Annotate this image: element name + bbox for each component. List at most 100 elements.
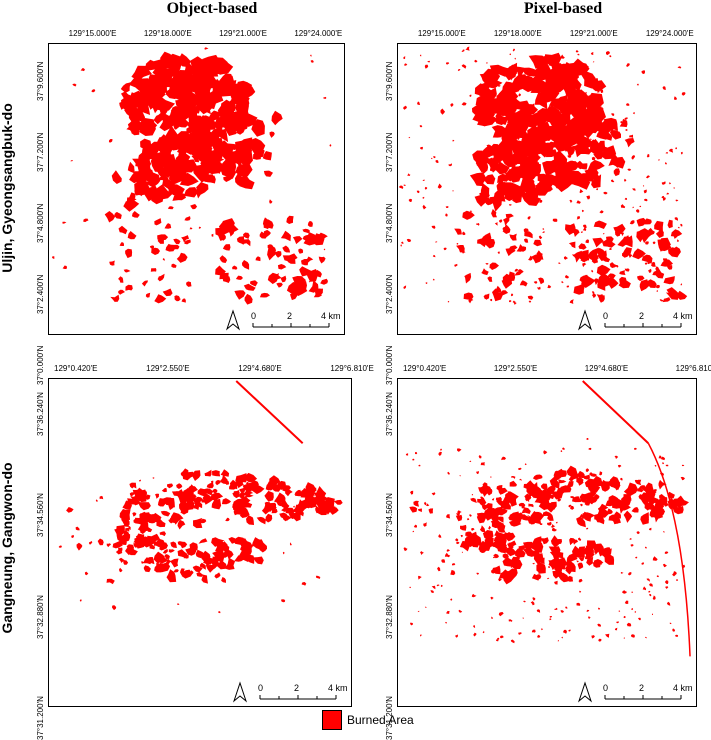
burned-patch	[230, 85, 245, 103]
burned-speck	[479, 177, 483, 182]
burned-speck	[139, 126, 141, 129]
scale-label: 4 km	[673, 683, 693, 693]
burned-speck	[503, 96, 509, 100]
burned-speck	[548, 566, 551, 568]
burned-speck	[588, 447, 592, 450]
burned-patch	[631, 507, 639, 513]
burned-patch	[201, 499, 208, 504]
burned-patch	[602, 119, 614, 131]
burned-speck	[565, 606, 568, 609]
burned-speck	[584, 91, 587, 95]
burned-patch	[528, 78, 542, 90]
burned-patch	[128, 108, 143, 127]
burned-patch	[190, 204, 198, 210]
burned-patch	[609, 262, 618, 268]
burned-speck	[579, 189, 584, 194]
burned-speck	[507, 491, 512, 495]
map-panel-gangneung-pixel: 129°0.420'E 129°2.550'E 129°4.680'E 129°6.8…	[377, 364, 711, 740]
burned-patch	[556, 111, 572, 128]
burned-patch	[563, 83, 576, 99]
burned-speck	[436, 584, 440, 587]
burned-speck	[505, 559, 509, 562]
burned-patch	[215, 226, 231, 238]
burned-speck	[570, 496, 575, 499]
burned-patch	[455, 514, 463, 522]
burned-speck	[475, 543, 479, 548]
burned-patch	[143, 170, 151, 177]
burned-patch	[177, 145, 189, 155]
burned-patch	[550, 489, 563, 500]
burned-patch	[106, 578, 115, 585]
burned-patch	[524, 231, 533, 239]
burned-patch	[489, 81, 498, 89]
burned-speck	[554, 580, 558, 585]
burned-speck	[533, 200, 539, 205]
burned-patch	[286, 282, 301, 295]
burned-patch	[584, 554, 592, 561]
burned-speck	[547, 521, 552, 526]
burned-patch	[583, 474, 590, 480]
burned-patch	[183, 187, 199, 198]
burned-patch	[423, 522, 427, 527]
latitude-tick-label: 37°31.200'N	[36, 696, 45, 740]
burned-speck	[625, 128, 628, 132]
burned-patch	[476, 512, 490, 522]
burned-patch	[88, 541, 93, 545]
burned-patch	[667, 265, 673, 270]
burned-speck	[323, 96, 327, 99]
burned-speck	[477, 114, 482, 119]
burned-speck	[631, 608, 634, 611]
burned-patch	[236, 481, 244, 489]
burned-area-map	[52, 47, 332, 305]
burned-speck	[661, 181, 666, 185]
burned-speck	[465, 46, 470, 51]
burned-speck	[665, 586, 669, 589]
burned-patch	[232, 491, 240, 499]
burned-speck	[569, 199, 573, 204]
burned-patch	[145, 292, 151, 298]
burned-patch	[571, 470, 579, 480]
burned-patch	[566, 481, 574, 488]
burned-speck	[95, 499, 98, 502]
burned-patch	[115, 212, 121, 216]
burned-patch	[166, 558, 172, 566]
burned-speck	[644, 198, 648, 202]
burned-speck	[471, 593, 477, 598]
burned-speck	[541, 99, 544, 103]
burned-speck	[669, 622, 672, 625]
burned-speck	[589, 472, 594, 476]
burned-speck	[576, 560, 579, 563]
burned-speck	[406, 238, 412, 242]
burned-speck	[666, 601, 671, 606]
burned-speck	[595, 99, 598, 102]
burned-patch	[467, 540, 477, 547]
burned-speck	[609, 55, 612, 58]
burned-patch	[175, 98, 187, 108]
burned-patch	[503, 217, 510, 226]
burned-speck	[527, 76, 531, 78]
burned-patch	[487, 276, 493, 282]
burned-patch	[181, 298, 186, 303]
burned-speck	[440, 108, 445, 115]
burned-patch	[235, 173, 250, 188]
burned-patch	[261, 504, 274, 515]
burned-speck	[662, 86, 666, 90]
burned-patch	[532, 475, 540, 480]
burned-patch	[671, 232, 678, 239]
burned-patch	[514, 66, 530, 79]
burned-patch	[477, 497, 486, 503]
burned-patch	[658, 497, 668, 506]
burned-speck	[677, 66, 682, 69]
burned-speck	[410, 622, 413, 626]
burned-speck	[641, 562, 644, 565]
burned-patch	[267, 272, 282, 285]
burned-patch	[535, 574, 542, 580]
burned-patch	[155, 167, 170, 178]
burned-patch	[212, 78, 229, 97]
burned-speck	[141, 561, 145, 564]
burned-speck	[566, 79, 570, 83]
burned-patch	[144, 185, 159, 202]
burned-line	[582, 380, 650, 444]
burned-patch	[584, 500, 591, 506]
column-title-object-based: Object-based	[166, 0, 258, 17]
